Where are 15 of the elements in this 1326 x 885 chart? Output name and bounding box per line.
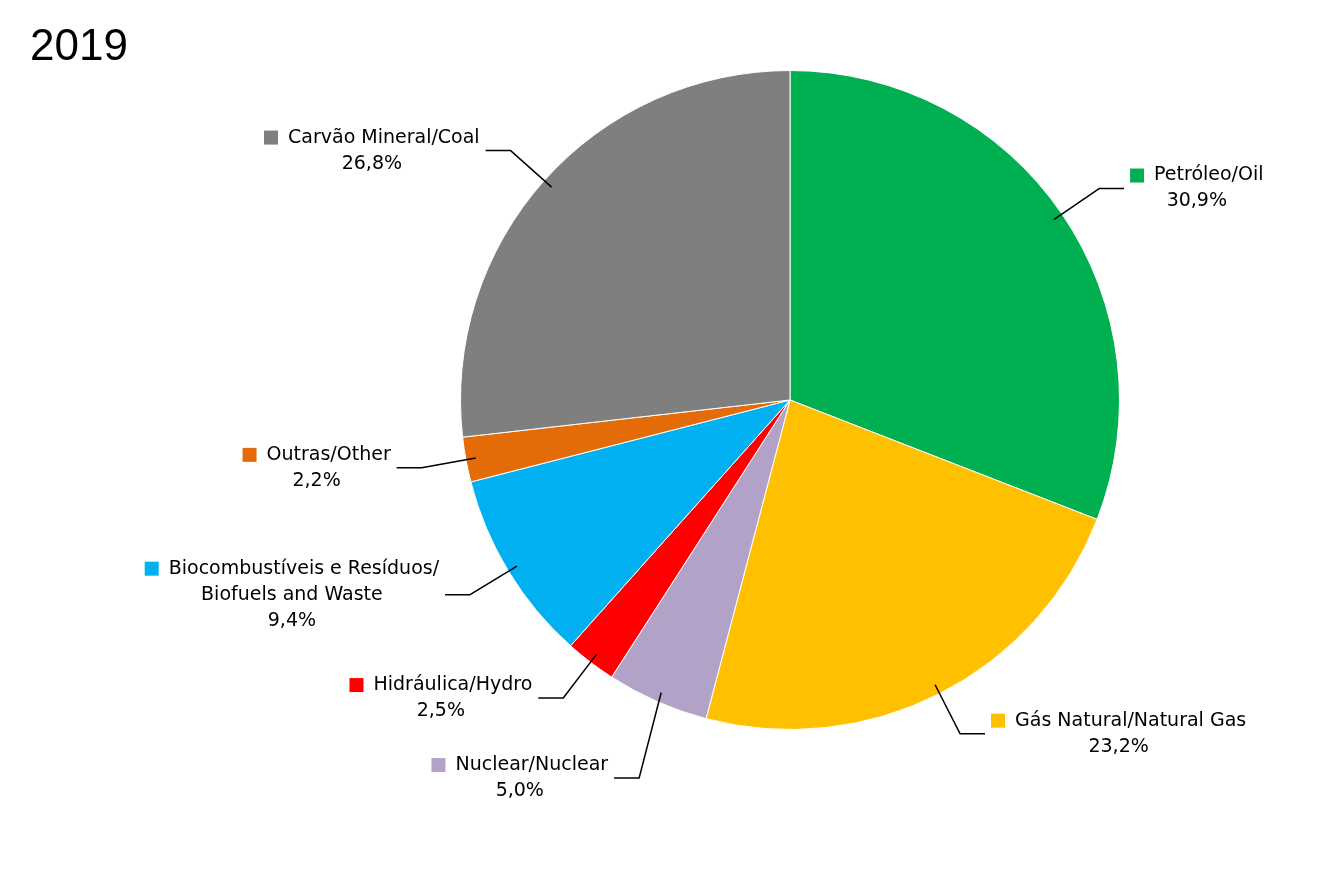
- legend-label: Hidráulica/Hydro: [373, 672, 533, 694]
- chart-title: 2019: [30, 20, 128, 70]
- data-label: 26,8%: [341, 150, 403, 173]
- data-label: 2,2%: [292, 467, 341, 490]
- data-label: 5,0%: [495, 778, 544, 800]
- legend-label: Nuclear/Nuclear: [455, 752, 609, 774]
- data-label: 2,5%: [416, 698, 466, 720]
- legend-label: Carvão Mineral/Coal: [288, 124, 480, 147]
- legend-label: Biocombustíveis e Resíduos/Biofuels and Waste: [168, 555, 440, 604]
- legend-label: Outras/Other: [266, 441, 391, 464]
- data-label: 23,2%: [1088, 733, 1149, 756]
- legend-label: Gás Natural/Natural Gas: [1015, 707, 1247, 730]
- legend-label: Petróleo/Oil: [1154, 162, 1264, 185]
- data-label: 30,9%: [1166, 188, 1227, 211]
- data-label: 9,4%: [267, 607, 317, 630]
